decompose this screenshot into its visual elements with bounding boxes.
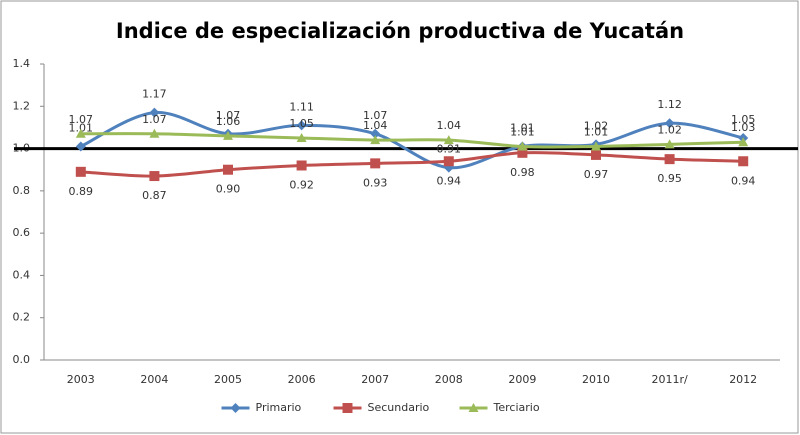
data-label: 1.17 bbox=[142, 88, 167, 101]
data-label: 1.07 bbox=[142, 113, 167, 126]
data-label: 1.05 bbox=[731, 113, 756, 126]
data-label: 1.01 bbox=[510, 125, 535, 138]
data-label: 0.87 bbox=[142, 189, 167, 202]
data-label: 0.94 bbox=[731, 174, 756, 187]
marker bbox=[296, 160, 307, 171]
marker bbox=[149, 128, 160, 138]
data-label: 1.07 bbox=[363, 109, 388, 122]
marker bbox=[149, 107, 160, 118]
marker bbox=[75, 166, 86, 177]
data-label: 1.07 bbox=[69, 113, 94, 126]
y-tick-label: 1.4 bbox=[13, 57, 31, 70]
x-tick-label: 2007 bbox=[361, 373, 389, 386]
data-label: 1.06 bbox=[216, 115, 241, 128]
marker bbox=[370, 135, 381, 145]
legend-label: Primario bbox=[256, 401, 302, 414]
x-tick-label: 2009 bbox=[508, 373, 536, 386]
x-tick-label: 2006 bbox=[288, 373, 316, 386]
data-label: 1.01 bbox=[510, 121, 535, 134]
marker bbox=[664, 118, 675, 129]
data-label: 1.04 bbox=[363, 119, 388, 132]
marker bbox=[149, 171, 160, 182]
data-label: 1.04 bbox=[437, 119, 462, 132]
x-tick-label: 2004 bbox=[140, 373, 168, 386]
y-tick-label: 0.0 bbox=[13, 353, 31, 366]
marker bbox=[75, 128, 86, 138]
data-label: 1.03 bbox=[731, 121, 756, 134]
marker bbox=[517, 141, 528, 151]
y-tick-label: 0.4 bbox=[13, 268, 31, 281]
marker bbox=[443, 135, 454, 145]
series-line bbox=[80, 132, 744, 149]
x-tick-label: 2011r/ bbox=[651, 373, 688, 386]
marker bbox=[738, 156, 749, 167]
data-label: 0.93 bbox=[363, 176, 388, 189]
series-line bbox=[80, 111, 744, 170]
data-label: 0.94 bbox=[437, 174, 462, 187]
data-label: 0.90 bbox=[216, 183, 241, 196]
y-tick-label: 1.2 bbox=[13, 99, 31, 112]
data-label: 0.91 bbox=[437, 143, 462, 156]
marker bbox=[296, 120, 307, 131]
data-label: 0.97 bbox=[584, 168, 609, 181]
legend-label: Secundario bbox=[368, 401, 430, 414]
marker bbox=[296, 133, 307, 142]
marker bbox=[75, 141, 86, 152]
x-tick-label: 2012 bbox=[729, 373, 757, 386]
marker bbox=[738, 137, 749, 147]
marker bbox=[443, 156, 454, 167]
x-tick-label: 2005 bbox=[214, 373, 242, 386]
legend-label: Terciario bbox=[493, 401, 540, 414]
data-label: 1.01 bbox=[69, 121, 94, 134]
y-tick-label: 0.8 bbox=[13, 184, 31, 197]
marker bbox=[517, 147, 528, 158]
data-label: 1.07 bbox=[216, 109, 241, 122]
marker bbox=[664, 139, 675, 149]
marker bbox=[664, 154, 675, 165]
x-tick-label: 2003 bbox=[67, 373, 95, 386]
data-label: 1.01 bbox=[584, 125, 609, 138]
data-label: 0.89 bbox=[69, 185, 94, 198]
x-tick-label: 2010 bbox=[582, 373, 610, 386]
data-label: 1.11 bbox=[289, 100, 314, 113]
marker bbox=[223, 130, 233, 140]
x-tick-label: 2008 bbox=[435, 373, 463, 386]
marker bbox=[223, 164, 233, 175]
data-label: 0.98 bbox=[510, 166, 535, 179]
marker bbox=[370, 158, 381, 169]
series-line bbox=[80, 151, 744, 178]
data-label: 1.12 bbox=[657, 98, 682, 111]
marker bbox=[591, 141, 601, 151]
marker bbox=[591, 149, 601, 160]
marker bbox=[230, 403, 241, 413]
data-label: 0.92 bbox=[289, 178, 314, 191]
marker bbox=[370, 128, 381, 139]
data-label: 1.02 bbox=[657, 123, 682, 136]
data-label: 1.02 bbox=[584, 119, 609, 132]
y-tick-label: 0.2 bbox=[13, 311, 31, 324]
marker bbox=[468, 403, 479, 412]
data-label: 1.05 bbox=[289, 117, 314, 130]
chart-title: Indice de especialización productiva de … bbox=[116, 19, 684, 43]
marker bbox=[342, 403, 353, 413]
data-label: 0.95 bbox=[657, 172, 682, 185]
y-tick-label: 0.6 bbox=[13, 226, 31, 239]
